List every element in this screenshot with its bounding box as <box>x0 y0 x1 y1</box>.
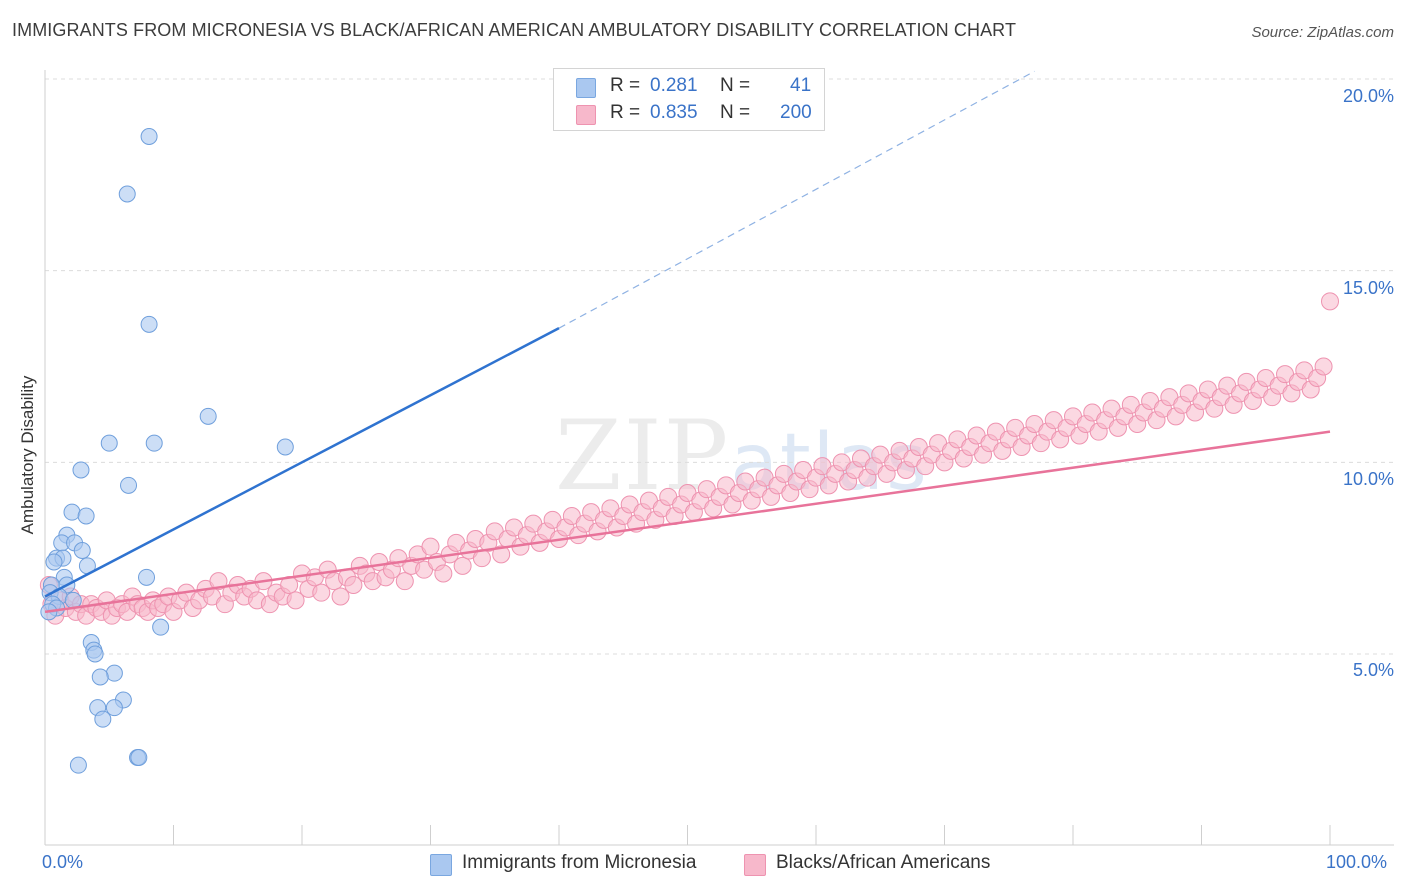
data-point-micronesia <box>130 749 148 766</box>
y-tick-label-15: 15.0% <box>1342 278 1394 298</box>
stats-n-value: 41 <box>790 75 812 96</box>
legend-label: Blacks/African Americans <box>776 852 991 873</box>
data-point-micronesia <box>140 315 158 333</box>
x-tick-label-100: 100.0% <box>1326 852 1388 872</box>
stats-r-value: 0.281 <box>650 75 698 96</box>
data-point-blacks <box>312 583 331 602</box>
data-point-blacks <box>286 591 305 610</box>
y-tick-label-5: 5.0% <box>1352 660 1394 680</box>
data-point-micronesia <box>72 461 90 479</box>
data-point-micronesia <box>145 434 163 452</box>
data-point-micronesia <box>105 664 123 682</box>
data-point-micronesia <box>120 476 138 494</box>
stats-swatch-blue <box>576 78 596 98</box>
data-point-micronesia <box>91 668 109 686</box>
y-tick-label-20: 20.0% <box>1342 86 1394 106</box>
data-point-micronesia <box>118 185 136 203</box>
data-point-micronesia <box>199 407 217 425</box>
data-point-micronesia <box>276 438 294 456</box>
data-point-micronesia <box>94 710 112 728</box>
data-point-micronesia <box>73 542 91 559</box>
source-label: Source: ZipAtlas.com <box>1251 24 1394 41</box>
series-blacks-points <box>39 292 1339 625</box>
data-point-micronesia <box>86 645 104 663</box>
data-point-micronesia <box>45 553 63 571</box>
data-point-micronesia <box>77 507 95 525</box>
stats-r-value: 0.835 <box>650 102 698 123</box>
axes <box>44 70 1394 846</box>
grid-lines <box>45 78 1394 655</box>
data-point-blacks <box>395 572 414 591</box>
data-point-micronesia <box>63 503 81 521</box>
data-point-blacks <box>1321 292 1339 311</box>
trend-lines <box>44 70 1331 614</box>
x-tick-label-0: 0.0% <box>42 852 84 872</box>
legend-label: Immigrants from Micronesia <box>462 852 697 873</box>
data-point-micronesia <box>100 434 118 452</box>
stats-r-label: R = <box>610 102 641 123</box>
data-point-blacks <box>1314 357 1333 376</box>
stats-n-value: 200 <box>780 102 812 123</box>
data-point-blacks <box>421 537 440 556</box>
stats-r-label: R = <box>610 75 641 96</box>
data-point-micronesia <box>138 568 156 586</box>
legend-swatch-pink <box>744 854 766 876</box>
data-point-blacks <box>331 587 350 606</box>
data-point-micronesia <box>152 618 170 636</box>
data-point-micronesia <box>140 128 158 145</box>
data-point-micronesia <box>69 756 87 774</box>
y-tick-label-10: 10.0% <box>1342 469 1394 489</box>
trend-extension-micronesia <box>558 70 1035 329</box>
data-point-micronesia <box>105 699 123 717</box>
trend-line-micronesia <box>44 327 560 598</box>
stats-box: R = 0.281 N = 41 R = 0.835 N = 200 <box>553 68 825 131</box>
chart-title: IMMIGRANTS FROM MICRONESIA VS BLACK/AFRI… <box>12 20 1017 40</box>
data-point-blacks <box>434 564 453 583</box>
stats-n-label: N = <box>720 75 751 96</box>
data-point-blacks <box>492 545 511 564</box>
stats-swatch-pink <box>576 105 596 125</box>
legend-swatch-blue <box>430 854 452 876</box>
trend-line-blacks <box>44 430 1331 614</box>
data-point-blacks <box>209 572 228 591</box>
data-point-blacks <box>344 576 363 594</box>
data-point-blacks <box>453 556 472 575</box>
stats-n-label: N = <box>720 102 751 123</box>
series-micronesia-points <box>40 128 294 774</box>
